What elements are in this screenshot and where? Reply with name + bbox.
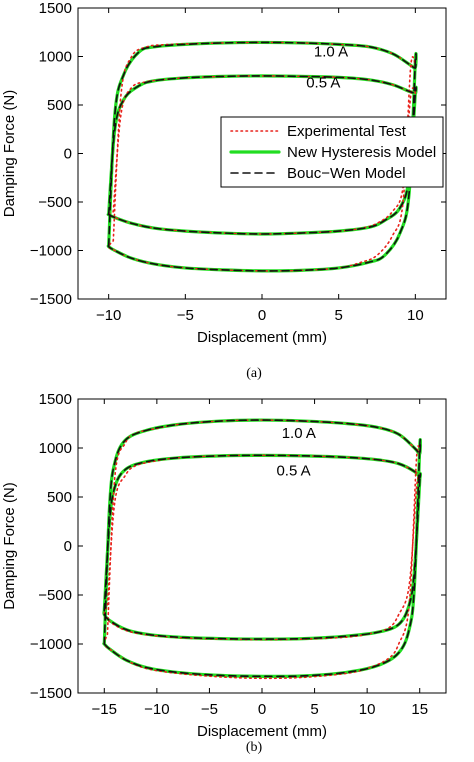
legend-entry: Experimental Test (287, 123, 407, 140)
y-axis-label: Damping Force (N) (1, 90, 18, 218)
legend: Experimental Test New Hysteresis Model Bou… (220, 116, 444, 188)
series-bouc-wen-model-05a (107, 75, 417, 235)
x-tick-label: 0 (258, 307, 266, 324)
x-tick-label: 5 (334, 307, 342, 324)
x-tick-label: 0 (258, 701, 266, 718)
y-tick-label: −500 (38, 587, 72, 604)
x-tick-label: −15 (92, 701, 117, 718)
current-annotation: 0.5 A (276, 462, 310, 479)
current-annotation: 1.0 A (314, 44, 348, 61)
y-tick-label: 1500 (39, 0, 72, 17)
series-bouc-wen-model-10a (107, 41, 417, 272)
y-tick-label: 500 (47, 489, 72, 506)
y-tick-label: 0 (64, 538, 72, 555)
panel-caption: (a) (246, 366, 262, 381)
y-tick-label: 1000 (39, 49, 72, 66)
x-tick-label: 5 (310, 701, 318, 718)
plot-area (78, 399, 446, 693)
x-tick-label: 15 (411, 701, 428, 718)
x-tick-label: −10 (144, 701, 169, 718)
x-tick-label: 10 (407, 307, 424, 324)
x-tick-label: −5 (177, 307, 194, 324)
y-tick-label: −1000 (30, 243, 72, 260)
y-tick-label: 1000 (39, 440, 72, 457)
x-tick-label: 10 (359, 701, 376, 718)
panel-caption: (b) (246, 740, 263, 755)
chart-panel-b: −15 −10 −5 0 5 10 15 −1500 −1000 −500 0 500 1000 1500… (1, 391, 447, 755)
chart-panel-a: −10 −5 0 5 10 −1500 −1000 −500 0 500 1000 1500 Displ… (1, 0, 447, 381)
current-annotation: 1.0 A (282, 425, 316, 442)
x-axis-label: Displacement (mm) (197, 723, 327, 740)
x-tick-label: −10 (96, 307, 121, 324)
series-bouc-wen-model-10a (103, 419, 422, 678)
series-experimental-test-10a (107, 41, 417, 272)
x-tick-label: −5 (201, 701, 218, 718)
y-tick-label: 0 (64, 146, 72, 163)
legend-entry: New Hysteresis Model (287, 144, 436, 161)
y-tick-label: −500 (38, 194, 72, 211)
series-lines (102, 418, 422, 680)
x-axis-label: Displacement (mm) (197, 329, 327, 346)
legend-entry: Bouc−Wen Model (287, 165, 406, 182)
y-tick-label: 1500 (39, 391, 72, 408)
y-axis-label: Damping Force (N) (1, 482, 18, 610)
y-tick-label: 500 (47, 97, 72, 114)
series-lines (106, 40, 418, 273)
y-tick-label: −1000 (30, 636, 72, 653)
y-tick-label: −1500 (30, 291, 72, 308)
current-annotation: 0.5 A (306, 75, 340, 92)
series-bouc-wen-model-05a (103, 454, 422, 640)
y-tick-label: −1500 (30, 685, 72, 702)
